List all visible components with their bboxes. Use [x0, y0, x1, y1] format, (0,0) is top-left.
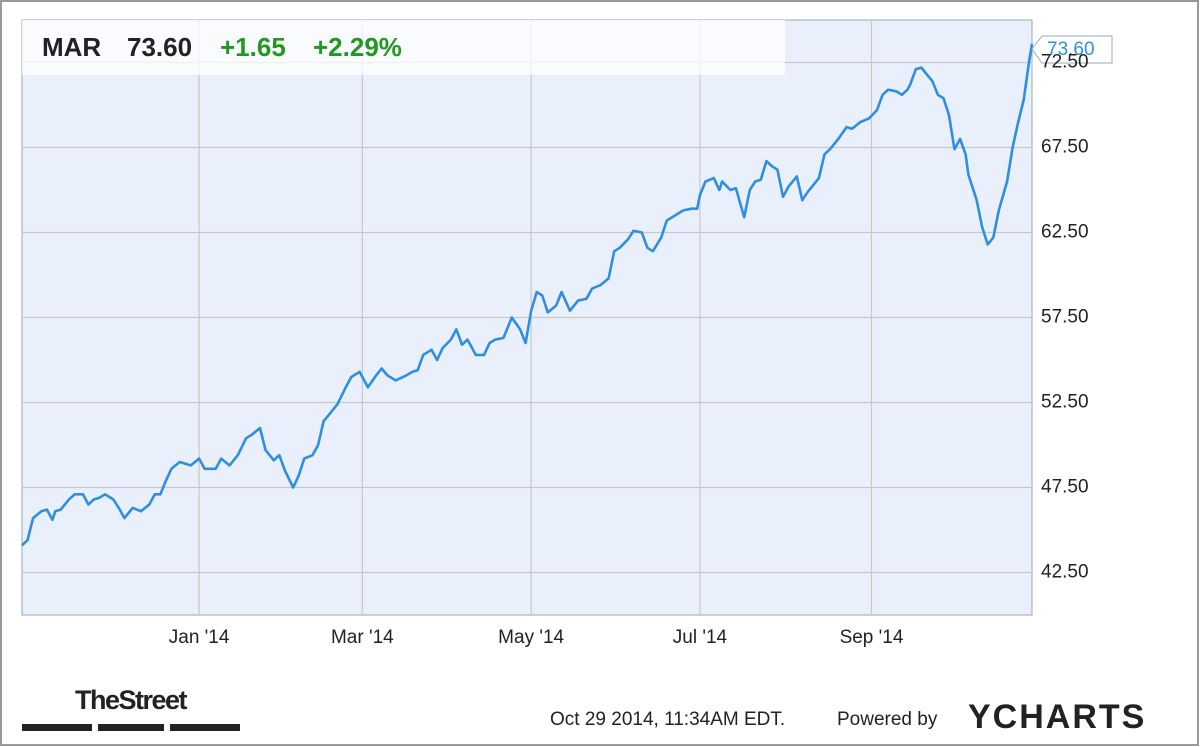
x-tick-label: Sep '14 — [840, 627, 904, 648]
price: 73.60 — [127, 32, 192, 62]
timestamp: Oct 29 2014, 11:34AM EDT. — [550, 709, 785, 730]
y-tick-label: 52.50 — [1041, 392, 1089, 413]
y-tick-label: 67.50 — [1041, 137, 1089, 158]
header-box — [22, 20, 785, 75]
provider-logo: YCHARTS — [968, 698, 1146, 736]
change: +1.65 — [220, 32, 286, 62]
x-tick-label: Jul '14 — [673, 627, 728, 648]
price-callout — [1031, 35, 1113, 64]
x-tick-label: Mar '14 — [331, 627, 394, 648]
price-callout-label: 73.60 — [1047, 39, 1095, 60]
brand-bar — [22, 724, 92, 731]
x-tick-label: Jan '14 — [169, 627, 230, 648]
y-tick-label: 42.50 — [1041, 562, 1089, 583]
ticker: MAR — [42, 32, 101, 62]
brand: TheStreet — [75, 685, 188, 715]
brand-bar — [98, 724, 164, 731]
y-tick-label: 62.50 — [1041, 222, 1089, 243]
change-percent: +2.29% — [313, 32, 402, 62]
brand-bar — [170, 724, 240, 731]
price-line — [21, 43, 1034, 547]
x-tick-label: May '14 — [498, 627, 564, 648]
y-tick-label: 72.50 — [1041, 52, 1089, 73]
y-tick-label: 57.50 — [1041, 307, 1089, 328]
y-tick-label: 47.50 — [1041, 477, 1089, 498]
powered-by: Powered by — [837, 709, 938, 730]
